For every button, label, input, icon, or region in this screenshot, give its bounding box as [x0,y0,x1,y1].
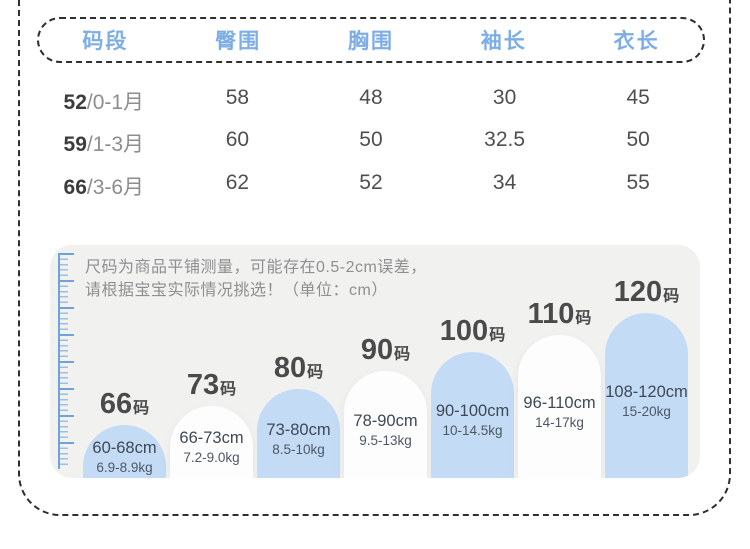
size-number: 59 [63,133,87,156]
table-header-row: 码段 臀围 胸围 袖长 衣长 [37,17,705,63]
size-arch-shape: 78-90cm 9.5-13kg [344,371,427,478]
size-label-number: 90 [360,334,394,366]
hip-value: 62 [225,171,250,194]
size-arch-label: 73码 [187,371,236,400]
size-arch-shape: 73-80cm 8.5-10kg [257,389,340,478]
length-value: 45 [626,86,650,109]
chest-value: 48 [359,86,383,109]
size-label-suffix: 码 [220,381,237,398]
height-range: 108-120cm [605,382,688,401]
weight-range: 8.5-10kg [272,441,325,457]
size-label-suffix: 码 [307,364,324,381]
size-arch-shape: 90-100cm 10-14.5kg [431,352,514,478]
weight-range: 14-17kg [535,414,584,430]
table-row: 66/3-6月 62 52 34 55 [37,171,705,201]
size-arch-90: 90码 78-90cm 9.5-13kg [344,336,427,478]
col-header-hip: 臀围 [215,30,262,53]
size-arch-shape: 66-73cm 7.2-9.0kg [170,406,253,478]
hip-value: 58 [225,86,250,109]
hip-value: 60 [225,128,250,151]
size-label-suffix: 码 [394,346,411,363]
size-label-suffix: 码 [133,400,150,417]
size-arch-120: 120码 108-120cm 15-20kg [605,278,688,478]
size-arch-shape: 96-110cm 14-17kg [518,335,601,478]
size-age-cell: 66/3-6月 [37,171,171,201]
size-label-number: 80 [273,352,307,384]
size-label-number: 73 [186,369,220,401]
note-line-1: 尺码为商品平铺测量，可能存在0.5-2cm误差， [85,259,427,276]
size-arch-100: 100码 90-100cm 10-14.5kg [431,317,514,478]
size-number: 66 [63,176,87,199]
col-header-sleeve: 袖长 [480,30,527,53]
size-arch-66: 66码 60-68cm 6.9-8.9kg [83,390,166,478]
size-arch-73: 73码 66-73cm 7.2-9.0kg [170,371,253,478]
size-arch-label: 66码 [100,390,149,419]
sleeve-value: 30 [492,86,517,109]
note-line-2: 请根据宝宝实际情况挑选！（单位：cm） [85,282,388,299]
size-guide-panel: 尺码为商品平铺测量，可能存在0.5-2cm误差， 请根据宝宝实际情况挑选！（单位… [50,245,700,478]
size-arch-label: 100码 [440,317,505,346]
size-label-number: 66 [99,388,133,420]
size-arch-shape: 108-120cm 15-20kg [605,313,688,478]
col-header-chest: 胸围 [347,30,394,53]
size-number: 52 [63,91,87,114]
height-range: 96-110cm [523,393,596,412]
col-header-size-segment: 码段 [82,30,129,53]
size-arch-label: 90码 [361,336,410,365]
size-label-suffix: 码 [489,327,506,344]
col-header-length: 衣长 [613,30,660,53]
size-label-number: 100 [439,315,489,347]
length-value: 55 [626,171,650,194]
age-range: /1-3月 [86,133,145,156]
height-range: 60-68cm [92,438,157,457]
chest-value: 50 [359,128,383,151]
size-arch-110: 110码 96-110cm 14-17kg [518,300,601,478]
ruler-icon [58,253,86,469]
weight-range: 6.9-8.9kg [96,459,153,475]
size-age-cell: 59/1-3月 [37,128,171,158]
height-range: 78-90cm [353,411,418,430]
size-label-suffix: 码 [663,288,680,305]
size-arch-label: 110码 [528,300,592,329]
size-arch-shape: 60-68cm 6.9-8.9kg [83,425,166,478]
length-value: 50 [626,128,650,151]
weight-range: 9.5-13kg [359,432,412,448]
size-label-number: 110 [527,298,575,330]
weight-range: 15-20kg [622,403,671,419]
page-dashed-border [18,0,731,516]
height-range: 73-80cm [266,420,331,439]
sleeve-value: 32.5 [484,128,526,151]
weight-range: 7.2-9.0kg [183,450,240,465]
measurement-note: 尺码为商品平铺测量，可能存在0.5-2cm误差， 请根据宝宝实际情况挑选！（单位… [85,256,427,302]
size-arch-80: 80码 73-80cm 8.5-10kg [257,354,340,478]
table-row: 59/1-3月 60 50 32.5 50 [37,128,705,158]
height-range: 66-73cm [179,429,244,447]
sleeve-value: 34 [492,171,517,194]
size-arch-label: 80码 [274,354,323,383]
age-range: /0-1月 [86,91,145,114]
size-label-suffix: 码 [575,310,592,327]
size-arch-label: 120码 [614,278,679,307]
size-age-cell: 52/0-1月 [37,86,171,116]
chest-value: 52 [359,171,383,194]
table-row: 52/0-1月 58 48 30 45 [37,86,705,116]
age-range: /3-6月 [86,176,145,199]
height-range: 90-100cm [435,402,510,420]
size-label-number: 120 [613,276,663,308]
weight-range: 10-14.5kg [442,423,503,438]
